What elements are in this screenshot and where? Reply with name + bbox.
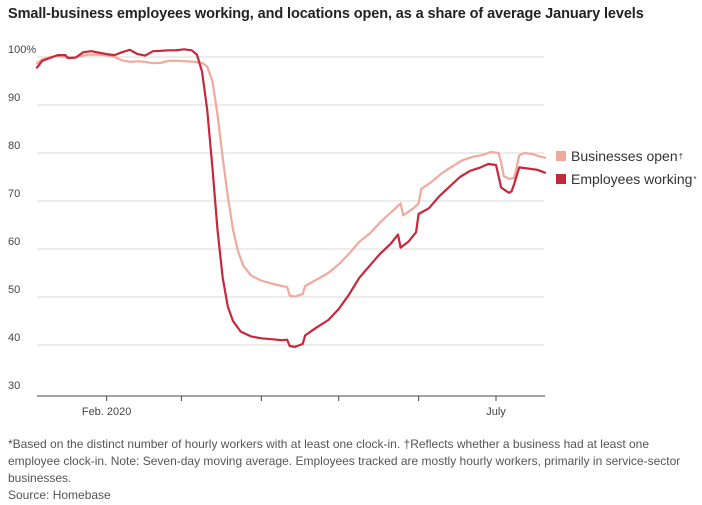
y-tick-label-100: 100%: [8, 44, 36, 56]
legend-marker-employees-working: *: [693, 174, 697, 184]
y-tick-label-90: 90: [8, 92, 20, 104]
y-tick-label-30: 30: [8, 380, 20, 392]
legend-item-businesses-open: Businesses open †: [556, 148, 683, 164]
line-chart: 100% 90 80 70 60 50 40 30 Feb. 2020 July: [8, 44, 547, 418]
y-tick-label-40: 40: [8, 332, 20, 344]
source-note: Source: Homebase: [8, 488, 111, 502]
y-tick-label-70: 70: [8, 188, 20, 200]
legend-item-employees-working: Employees working *: [556, 171, 697, 187]
y-tick-label-50: 50: [8, 284, 20, 296]
gridlines: [37, 56, 544, 346]
y-axis-labels: 100% 90 80 70 60 50 40 30: [8, 44, 36, 392]
x-tick-label-2020-02-01: Feb. 2020: [82, 406, 132, 418]
series-line-employees-working: [35, 48, 547, 348]
y-tick-label-60: 60: [8, 236, 20, 248]
legend-swatch-employees-working: [556, 174, 566, 184]
footnote: *Based on the distinct number of hourly …: [8, 437, 681, 485]
x-tick-label-2020-07-01: July: [486, 406, 506, 418]
legend-swatch-businesses-open: [556, 151, 566, 161]
series-line-businesses-open: [35, 53, 547, 298]
series-lines: [35, 48, 547, 348]
legend-label-employees-working: Employees working: [571, 171, 693, 187]
legend-marker-businesses-open: †: [678, 151, 684, 161]
legend-label-businesses-open: Businesses open: [571, 148, 678, 164]
x-axis: Feb. 2020 July: [37, 395, 545, 418]
chart-title: Small-business employees working, and lo…: [8, 6, 644, 22]
y-tick-label-80: 80: [8, 140, 20, 152]
